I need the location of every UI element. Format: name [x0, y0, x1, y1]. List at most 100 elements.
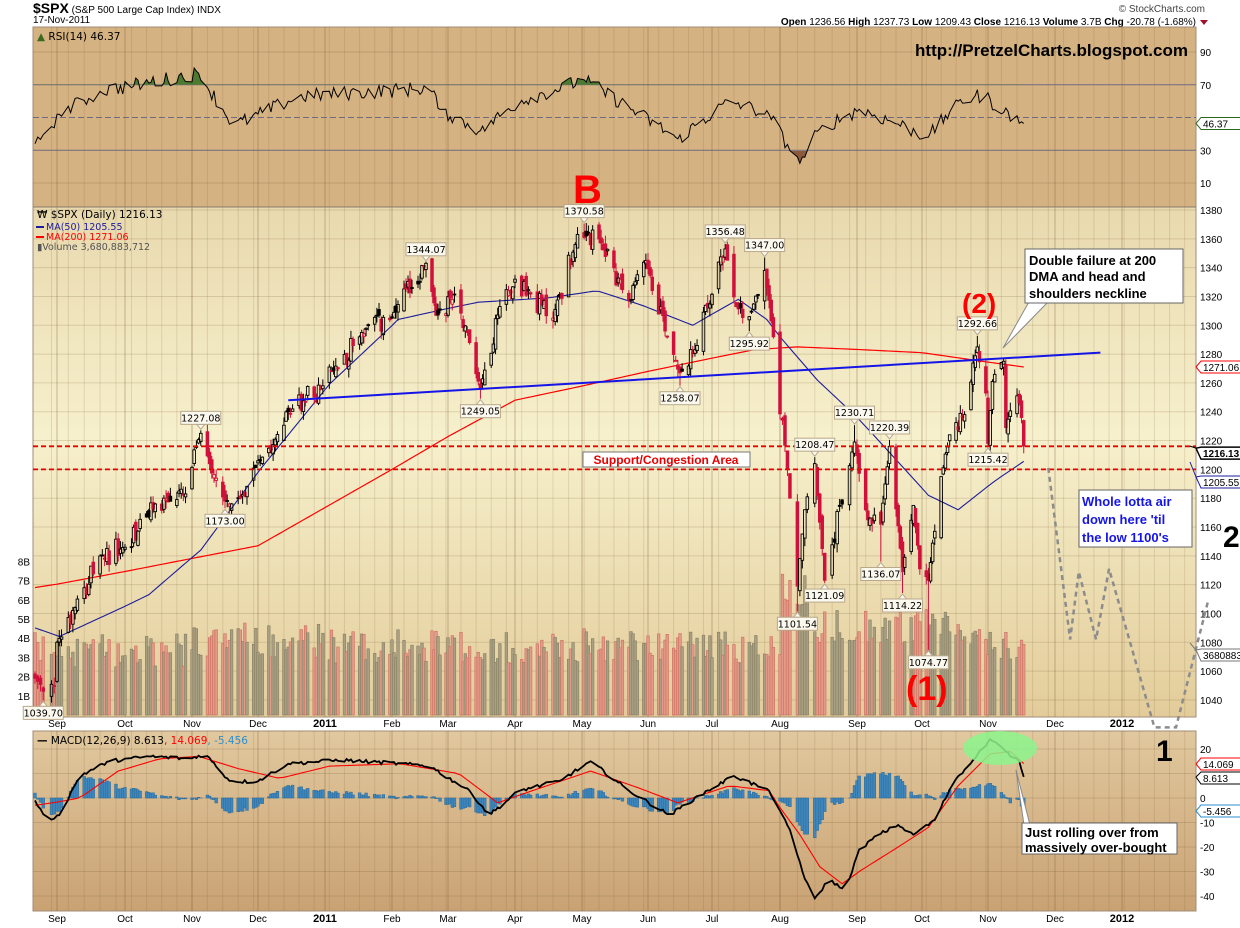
- down-arrow-icon: [1200, 20, 1208, 25]
- svg-text:shoulders neckline: shoulders neckline: [1029, 286, 1147, 301]
- candle: [650, 269, 655, 295]
- candle: [498, 299, 502, 319]
- macd-histogram-bar: [872, 772, 876, 799]
- candle: [751, 303, 756, 311]
- wave-label-1: (1): [906, 670, 948, 708]
- exchange: INDX: [197, 5, 221, 16]
- high-label: 1227.08: [180, 410, 222, 431]
- volume-bar: [321, 632, 325, 716]
- macd-histogram-bar: [805, 797, 809, 835]
- macd-histogram-bar: [164, 795, 168, 799]
- volume-bar: [245, 641, 249, 716]
- macd-histogram-bar: [432, 796, 436, 799]
- candle: [1017, 390, 1022, 406]
- low-label: 1074.77: [907, 650, 949, 670]
- candle: [780, 416, 785, 425]
- candle: [452, 286, 457, 303]
- candle: [716, 261, 721, 294]
- candle: [573, 242, 578, 263]
- candle: [676, 359, 680, 378]
- candle: [898, 524, 903, 551]
- macd-histogram-bar: [620, 797, 625, 802]
- callout-double-failure: Double failure at 200 DMA and head and s…: [1002, 248, 1184, 349]
- candle: [973, 349, 977, 372]
- price-tick-label: 1340: [1200, 264, 1223, 275]
- candle: [192, 447, 196, 467]
- date-tick-label: Sep: [848, 914, 866, 925]
- macd-histogram-bar: [36, 797, 40, 800]
- candle: [754, 295, 758, 310]
- low-label: 1258.07: [659, 385, 701, 406]
- rsi-value-tag: 46.37: [1195, 116, 1240, 130]
- candle: [725, 241, 730, 261]
- volume-bar: [75, 638, 79, 716]
- open-label: Open: [781, 17, 807, 28]
- candle: [316, 377, 321, 406]
- svg-text:1136.07: 1136.07: [861, 570, 900, 581]
- candle: [422, 264, 426, 271]
- candle: [769, 293, 773, 324]
- ma200-swatch: [36, 236, 44, 238]
- candle: [590, 225, 595, 255]
- candle: [771, 313, 776, 339]
- candle: [971, 354, 975, 393]
- candle: [168, 487, 173, 502]
- volume-bar: [1008, 658, 1012, 716]
- candle: [359, 329, 364, 346]
- macd-histogram-bar: [1001, 794, 1006, 799]
- candle: [394, 298, 398, 319]
- svg-text:1356.48: 1356.48: [706, 227, 745, 238]
- candle: [284, 410, 288, 422]
- candle: [245, 485, 249, 505]
- candle: [881, 495, 885, 526]
- candle: [749, 309, 754, 314]
- candle: [767, 278, 771, 309]
- macd-swatch: —: [37, 735, 48, 747]
- candle: [835, 509, 839, 553]
- volume-bar: [544, 651, 548, 716]
- candle: [627, 290, 631, 308]
- macd-histogram-bar: [49, 797, 54, 815]
- volume-tick-label: 7B: [18, 577, 31, 588]
- candle: [798, 557, 802, 597]
- volume-bar: [138, 659, 142, 716]
- candle: [41, 686, 46, 701]
- macd-histogram-bar: [396, 797, 400, 799]
- date-tick-label: Jun: [640, 719, 656, 730]
- candle: [254, 464, 258, 469]
- svg-text:1271.06: 1271.06: [1203, 363, 1240, 374]
- candle: [990, 379, 995, 415]
- macd-histogram-bar: [725, 789, 730, 799]
- macd-histogram-bar: [229, 797, 234, 813]
- candle: [705, 295, 710, 313]
- price-tick-label: 1200: [1200, 465, 1223, 476]
- candle: [57, 630, 62, 647]
- date-tick-label: Sep: [48, 914, 66, 925]
- rsi-legend: ▲ RSI(14) 46.37: [37, 31, 120, 43]
- macd-histogram-bar: [560, 796, 564, 799]
- candle: [511, 286, 515, 304]
- svg-text:1101.54: 1101.54: [778, 619, 817, 630]
- macd-histogram-bar: [887, 772, 892, 799]
- candle: [467, 329, 472, 345]
- candle: [822, 552, 827, 584]
- volume-bar: [424, 660, 428, 716]
- candle: [372, 315, 377, 332]
- candle: [524, 272, 528, 298]
- candle: [120, 541, 125, 557]
- macd-signal-line: [34, 750, 1025, 885]
- candle: [560, 292, 564, 305]
- candle: [1021, 419, 1026, 454]
- candle: [926, 567, 931, 650]
- candle: [721, 255, 725, 271]
- candle: [66, 611, 71, 634]
- ma50-line: [34, 290, 1025, 638]
- candle: [641, 260, 646, 285]
- svg-text:Whole lotta air: Whole lotta air: [1082, 494, 1172, 509]
- date-tick-label: Aug: [771, 719, 789, 730]
- macd-histogram-bar: [452, 797, 457, 808]
- candle: [671, 331, 676, 363]
- low-label: 1173.00: [204, 508, 246, 528]
- date-tick-label: Feb: [383, 719, 401, 730]
- big-label-1: 1: [1156, 735, 1173, 768]
